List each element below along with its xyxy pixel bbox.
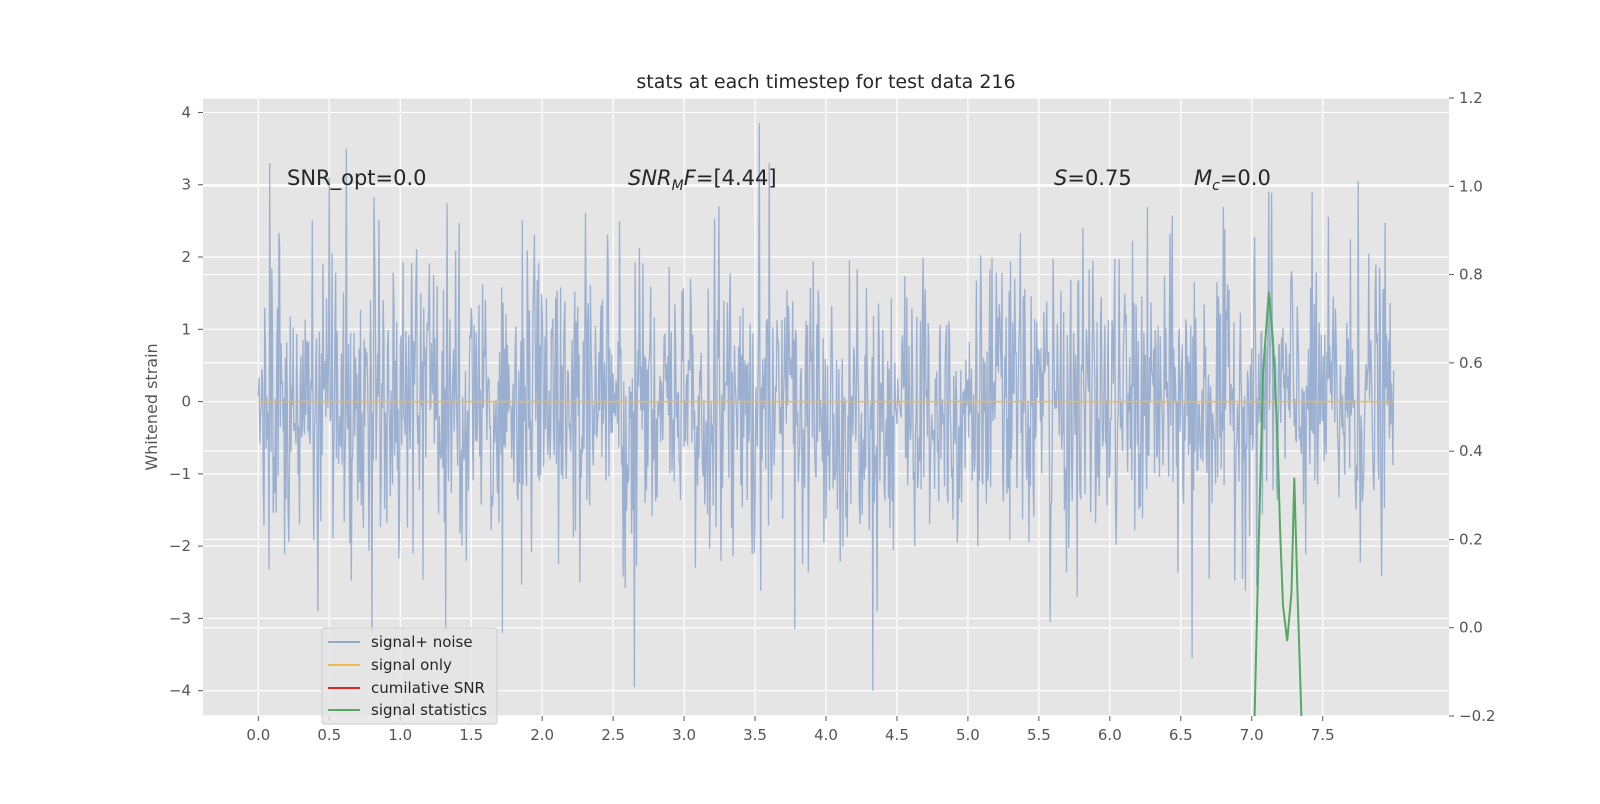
x-tick-label: 4.0 xyxy=(814,726,838,744)
annotation-mc-value: =0.0 xyxy=(1220,166,1271,190)
y2-tick-label: 1.0 xyxy=(1459,177,1483,195)
annotation-s: S=0.75 xyxy=(1054,166,1132,190)
annotation-s-value: =0.75 xyxy=(1067,166,1131,190)
y-tick-label: 3 xyxy=(181,176,191,194)
x-tick-label: 2.5 xyxy=(601,726,625,744)
legend-label-signal-only: signal only xyxy=(371,656,452,674)
legend-item-signal-only: signal only xyxy=(328,656,452,674)
series-line-signal-noise xyxy=(257,123,1395,691)
x-tick-label: 5.0 xyxy=(956,726,980,744)
y2-tick-label: 0.6 xyxy=(1459,354,1483,372)
x-tick-label: 1.0 xyxy=(388,726,412,744)
y-tick-label: 1 xyxy=(181,320,191,338)
x-tick-label: 0.5 xyxy=(317,726,341,744)
legend-label-cumilative-snr: cumilative SNR xyxy=(371,679,485,697)
series-layer xyxy=(257,123,1395,717)
x-tick-label: 6.0 xyxy=(1098,726,1122,744)
y-tick-label: 2 xyxy=(181,248,191,266)
x-tick-label: 7.0 xyxy=(1240,726,1264,744)
y-axis-label: Whitened strain xyxy=(142,343,161,470)
y2-tick-label: 0.8 xyxy=(1459,266,1483,284)
x-tick-label: 6.5 xyxy=(1169,726,1193,744)
y-tick-label: −2 xyxy=(169,537,191,555)
y2-tick-label: 0.4 xyxy=(1459,442,1483,460)
legend-item-signal-statistics: signal statistics xyxy=(328,701,487,719)
x-tick-label: 4.5 xyxy=(885,726,909,744)
axes: 0.0 0.5 1.0 1.5 2.0 2.5 3.0 3.5 4.0 4.5 5.0 5.5 6.0 6… xyxy=(169,89,1496,744)
x-tick-label: 1.5 xyxy=(459,726,483,744)
series-line-signal-statistics xyxy=(1253,292,1303,717)
y-tick-label: −4 xyxy=(169,682,191,700)
annotation-snr-mf: SNRMF=[4.44] xyxy=(628,166,777,194)
y-tick-label: 4 xyxy=(181,103,191,121)
annotation-mc: Mc=0.0 xyxy=(1194,166,1271,194)
y2-tick-label: −0.2 xyxy=(1459,707,1495,725)
annotation-snr-mf-value: [4.44] xyxy=(713,166,776,190)
x-tick-label: 2.0 xyxy=(530,726,554,744)
x-tick-label: 0.0 xyxy=(246,726,270,744)
legend-item-signal-noise: signal+ noise xyxy=(328,633,473,651)
chart-title: stats at each timestep for test data 216 xyxy=(636,71,1015,93)
y2-tick-label: 0.2 xyxy=(1459,530,1483,548)
y-tick-label: 0 xyxy=(181,393,191,411)
x-tick-label: 3.0 xyxy=(672,726,696,744)
y-tick-label: −3 xyxy=(169,609,191,627)
x-tick-label: 7.5 xyxy=(1311,726,1335,744)
x-tick-label: 3.5 xyxy=(743,726,767,744)
legend-label-signal-statistics: signal statistics xyxy=(371,701,487,719)
annotation-snr-opt: SNR_opt=0.0 xyxy=(287,166,427,191)
legend-box xyxy=(321,627,498,725)
legend-label-signal-noise: signal+ noise xyxy=(371,633,473,651)
legend: signal+ noise signal only cumilative SNR… xyxy=(321,627,498,725)
legend-item-cumilative-snr: cumilative SNR xyxy=(328,679,485,697)
y2-tick-label: 0.0 xyxy=(1459,619,1483,637)
y2-tick-label: 1.2 xyxy=(1459,89,1483,107)
x-tick-label: 5.5 xyxy=(1027,726,1051,744)
y-tick-label: −1 xyxy=(169,465,191,483)
